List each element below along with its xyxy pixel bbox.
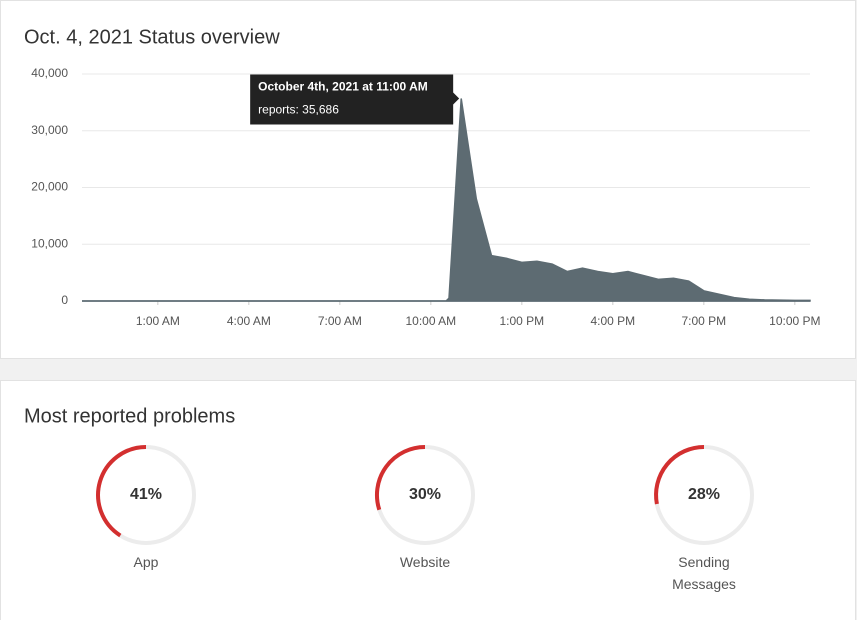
x-tick-label: 1:00 PM (499, 314, 544, 328)
problems-card (0, 380, 856, 620)
gauge-arc (375, 445, 426, 511)
gauge-value: 28% (688, 486, 720, 503)
x-tick-label: 4:00 AM (227, 314, 271, 328)
x-tick-label: 1:00 AM (136, 314, 180, 328)
gauge-value: 41% (130, 486, 162, 503)
x-tick-label: 10:00 PM (769, 314, 820, 328)
tooltip (250, 74, 460, 125)
area (82, 98, 811, 302)
y-tick-label: 0 (61, 293, 68, 307)
tooltip-title: October 4th, 2021 at 11:00 AM (258, 80, 428, 94)
chart-title: Oct. 4, 2021 Status overview (24, 26, 280, 48)
status-card (0, 0, 856, 359)
y-tick-label: 40,000 (31, 66, 68, 80)
x-tick-label: 7:00 AM (318, 314, 362, 328)
gauge-label: App (133, 554, 159, 570)
x-tick-label: 7:00 PM (681, 314, 726, 328)
tooltip-text: reports: 35,686 (258, 103, 339, 117)
gauge-label: Website (399, 554, 451, 570)
gauge-arc (96, 445, 147, 538)
gauge-label-box: Website (399, 554, 451, 570)
y-tick-label: 10,000 (31, 236, 68, 250)
gauge-label: Sending Messages (672, 554, 736, 592)
x-tick-label: 10:00 AM (405, 314, 456, 328)
gauge-label-box: App (133, 554, 159, 570)
x-tick-label: 4:00 PM (590, 314, 635, 328)
section-title: Most reported problems (24, 405, 235, 427)
gauge-arc (654, 445, 705, 505)
gauge-label-box: Sending Messages (672, 554, 736, 592)
y-tick-label: 30,000 (31, 123, 68, 137)
y-tick-label: 20,000 (31, 180, 68, 194)
gauge-value: 30% (409, 486, 441, 503)
